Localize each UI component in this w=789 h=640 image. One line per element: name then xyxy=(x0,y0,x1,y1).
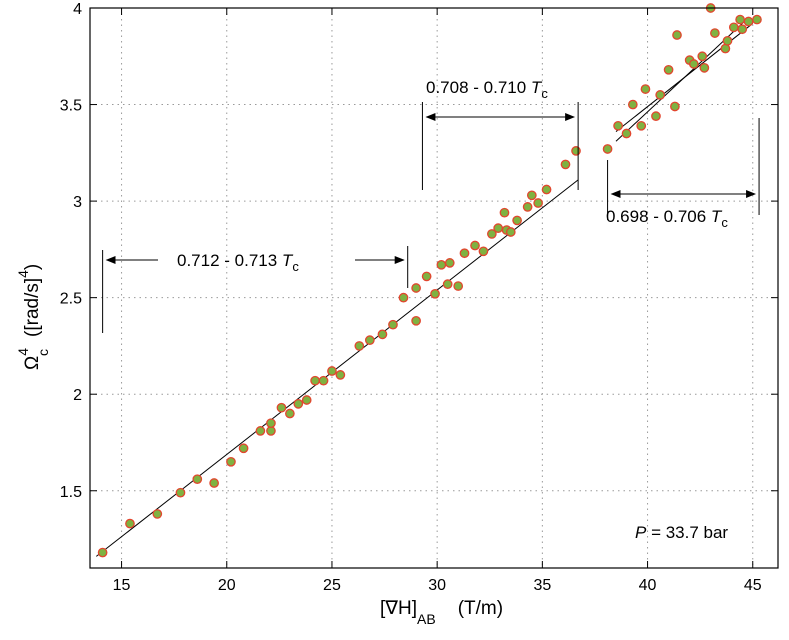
data-point xyxy=(699,63,710,73)
y-tick-label: 3.5 xyxy=(60,98,82,115)
data-point xyxy=(411,315,421,326)
data-point xyxy=(192,474,203,485)
data-point xyxy=(752,14,762,25)
data-point xyxy=(470,240,480,251)
data-points xyxy=(97,3,762,558)
data-point xyxy=(499,207,510,218)
data-point xyxy=(602,144,613,154)
range-label: 0.708 - 0.710 Tc xyxy=(426,78,548,101)
data-point xyxy=(505,227,516,237)
data-point xyxy=(310,375,320,386)
data-point xyxy=(735,14,745,25)
data-point xyxy=(421,271,432,282)
data-point xyxy=(621,128,632,139)
data-point xyxy=(266,418,276,429)
data-point xyxy=(301,395,312,405)
data-point xyxy=(354,341,365,351)
data-point xyxy=(276,402,287,413)
data-point xyxy=(571,146,581,156)
data-point xyxy=(255,426,266,436)
range-annotations: 0.712 - 0.713 Tc 0.708 - 0.710 Tc 0.698 - … xyxy=(102,78,760,333)
data-point xyxy=(743,16,754,27)
data-point xyxy=(636,120,647,131)
data-point xyxy=(430,288,440,299)
data-point xyxy=(226,456,236,467)
data-point xyxy=(522,202,533,212)
data-point xyxy=(655,90,666,100)
x-tick-label: 45 xyxy=(744,577,762,594)
data-point xyxy=(327,366,337,376)
data-point xyxy=(512,215,522,226)
data-point xyxy=(493,223,504,233)
data-point xyxy=(459,248,470,259)
data-point xyxy=(411,283,421,293)
range-label: 0.712 - 0.713 Tc xyxy=(177,251,299,274)
data-point xyxy=(613,120,623,131)
data-point xyxy=(436,259,447,270)
x-tick-label: 40 xyxy=(639,577,657,594)
x-tick-label: 35 xyxy=(533,577,551,594)
data-point xyxy=(560,159,571,170)
data-point xyxy=(238,443,249,454)
data-point xyxy=(125,518,135,529)
data-point xyxy=(672,30,682,40)
y-axis-label: Ω4 c([rad/s]4) xyxy=(15,264,51,370)
plot-frame xyxy=(89,7,779,569)
y-tick-label: 3 xyxy=(73,194,82,211)
data-point xyxy=(444,258,455,268)
data-point xyxy=(453,281,464,291)
pressure-note: P = 33.7 bar xyxy=(635,523,728,542)
data-point xyxy=(335,370,346,380)
data-point xyxy=(293,399,304,409)
data-point xyxy=(533,198,543,208)
data-point xyxy=(651,111,661,121)
data-point xyxy=(663,64,674,75)
data-point xyxy=(478,246,489,257)
x-tick-label: 20 xyxy=(218,577,236,594)
range-label: 0.698 - 0.706 Tc xyxy=(606,207,728,230)
data-point xyxy=(209,478,219,488)
x-axis-label: [∇H]AB (T/m) xyxy=(380,598,503,627)
y-tick-label: 1.5 xyxy=(60,484,82,501)
fit-line xyxy=(615,23,754,132)
data-point xyxy=(697,51,708,62)
axis-ticks: 15 20 25 30 35 40 45 1.5 2 2.5 3 3.5 4 xyxy=(60,1,778,594)
data-point xyxy=(720,43,731,54)
data-point xyxy=(640,84,651,94)
data-point xyxy=(398,292,409,303)
data-point xyxy=(710,28,720,38)
y-tick-label: 4 xyxy=(73,1,82,18)
data-point xyxy=(175,487,186,498)
data-point xyxy=(442,279,453,289)
data-point xyxy=(364,335,375,345)
data-point xyxy=(487,229,497,239)
x-tick-label: 30 xyxy=(428,577,446,594)
x-tick-label: 15 xyxy=(113,577,131,594)
y-tick-label: 2 xyxy=(73,387,82,404)
data-point xyxy=(670,101,680,112)
data-point xyxy=(728,22,739,33)
fit-line xyxy=(96,179,579,557)
data-point xyxy=(541,184,552,195)
data-point xyxy=(627,99,638,110)
data-point xyxy=(722,35,733,46)
data-point xyxy=(152,509,163,519)
data-point xyxy=(737,24,748,35)
data-point xyxy=(285,408,295,419)
x-tick-label: 25 xyxy=(323,577,341,594)
data-point xyxy=(377,329,388,340)
data-point xyxy=(97,547,108,558)
data-point xyxy=(688,59,699,69)
y-tick-label: 2.5 xyxy=(60,291,82,308)
data-point xyxy=(388,319,398,330)
data-point xyxy=(318,375,329,386)
data-point xyxy=(526,190,537,201)
